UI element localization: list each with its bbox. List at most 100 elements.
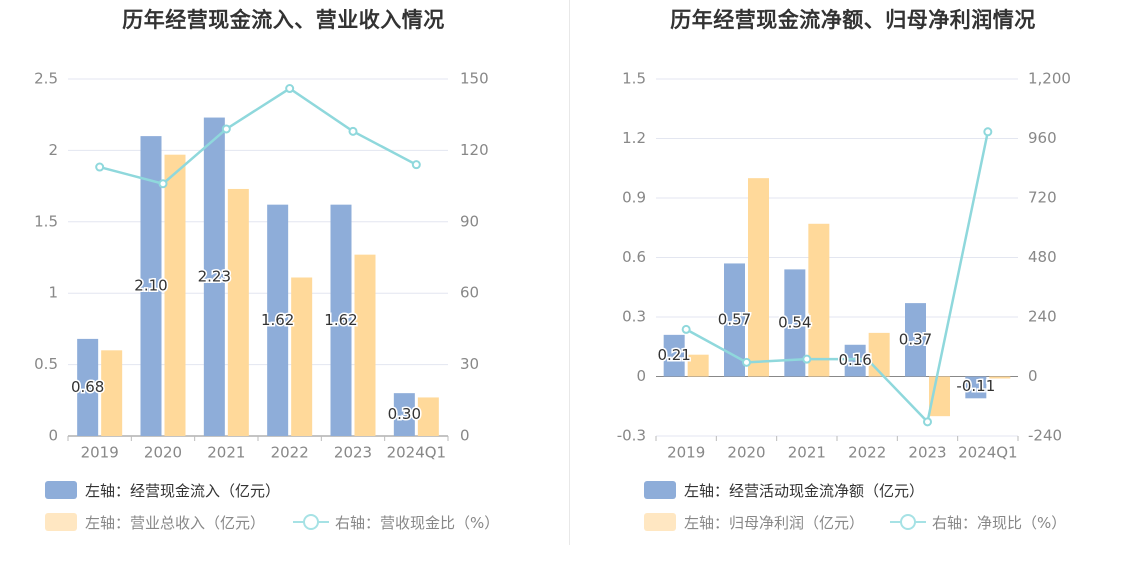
- legend-label: 左轴：归母净利润（亿元）: [684, 513, 865, 532]
- legend-swatch-line: [293, 513, 329, 531]
- bar-data-label: 0.54: [778, 313, 811, 331]
- bar-secondary: [164, 154, 186, 436]
- right-axis-tick: 1,200: [1028, 70, 1071, 88]
- right-axis-tick: 90: [460, 212, 479, 230]
- left-chart-svg: 0 0 0.5 30 1 60 1.5 90 2 120 2.5 150 2019 2020 2021 202…: [34, 70, 489, 462]
- line-point: [158, 179, 168, 189]
- left-axis-tick: 0.9: [622, 189, 646, 207]
- legend-label: 左轴：经营活动现金流净额（亿元）: [684, 481, 925, 500]
- bar-data-label: 2.10: [134, 277, 167, 295]
- right-axis-tick: 30: [460, 355, 479, 373]
- left-axis-tick: 1.5: [622, 70, 646, 88]
- line-point: [681, 324, 691, 334]
- bar-data-label: 2.23: [198, 267, 231, 285]
- right-axis-tick: 150: [460, 70, 489, 88]
- legend-label: 右轴：净现比（%）: [932, 513, 1067, 532]
- bar-secondary: [291, 277, 313, 436]
- bar-primary: [330, 204, 352, 436]
- left-axis-tick: 1.5: [34, 212, 58, 230]
- bar-primary: [784, 269, 806, 377]
- left-axis-tick: 1.2: [622, 129, 646, 147]
- right-axis-tick: 480: [1028, 248, 1057, 266]
- line-point: [862, 354, 872, 364]
- bar-secondary: [989, 376, 1011, 379]
- bar-data-label: 0.37: [899, 330, 932, 348]
- bar-secondary: [417, 397, 439, 436]
- left-axis-tick: -0.3: [617, 427, 646, 445]
- bar-data-label: 1.62: [261, 311, 294, 329]
- bar-primary: [724, 263, 745, 377]
- bar-primary: [203, 117, 225, 436]
- legend-label: 右轴：营收现金比（%）: [335, 513, 500, 532]
- right-axis-tick: 120: [460, 141, 489, 159]
- line-point: [923, 417, 932, 427]
- category-label: 2024Q1: [958, 444, 1018, 462]
- bar-primary: [77, 338, 99, 436]
- line-point: [221, 124, 231, 134]
- bar-primary: [140, 136, 162, 436]
- right-chart-title: 历年经营现金流净额、归母净利润情况: [670, 8, 1036, 32]
- right-axis-tick: 60: [460, 284, 479, 302]
- left-chart-title: 历年经营现金流入、营业收入情况: [122, 8, 445, 32]
- right-legend-line[interactable]: 右轴：净现比（%）: [890, 511, 1066, 533]
- left-axis-tick: 0.3: [622, 308, 646, 326]
- bar-data-label: 0.16: [838, 351, 871, 369]
- legend-swatch-bar1: [45, 481, 77, 499]
- left-legend-bar2[interactable]: 左轴：营业总收入（亿元）: [45, 511, 265, 533]
- category-label: 2023: [908, 444, 946, 462]
- legend-swatch-bar1: [644, 481, 676, 499]
- category-label: 2022: [271, 444, 309, 462]
- right-axis-tick: 0: [1028, 367, 1038, 385]
- right-chart-panel: 历年经营现金流净额、归母净利润情况 -0.3 -240 0 0 0.3 240 0.6 480…: [572, 0, 1134, 582]
- left-legend-line[interactable]: 右轴：营收现金比（%）: [293, 511, 499, 533]
- bar-secondary: [748, 178, 769, 377]
- right-chart-svg: -0.3 -240 0 0 0.3 240 0.6 480 0.9 720 1.2 960 1.5 1,2…: [617, 70, 1071, 462]
- bar-primary: [844, 344, 866, 377]
- category-label: 2020: [727, 444, 765, 462]
- left-legend-bar1[interactable]: 左轴：经营现金流入（亿元）: [45, 479, 280, 501]
- line-point: [742, 357, 751, 367]
- left-axis-tick: 0.5: [34, 355, 58, 373]
- bar-secondary: [227, 188, 249, 436]
- right-legend-bar2[interactable]: 左轴：归母净利润（亿元）: [644, 511, 864, 533]
- bar-secondary: [687, 354, 709, 377]
- line-point: [802, 354, 812, 364]
- category-label: 2023: [334, 444, 372, 462]
- bar-primary: [267, 204, 289, 436]
- right-axis-tick: 0: [460, 427, 470, 445]
- line-point: [411, 160, 421, 170]
- category-label: 2021: [788, 444, 826, 462]
- left-axis-tick: 1: [48, 284, 58, 302]
- panel-divider: [569, 0, 570, 545]
- right-legend-bar1[interactable]: 左轴：经营活动现金流净额（亿元）: [644, 479, 924, 501]
- right-axis-tick: 240: [1028, 308, 1057, 326]
- right-axis-tick: 960: [1028, 129, 1057, 147]
- bar-primary: [393, 393, 415, 436]
- bar-primary: [663, 334, 685, 377]
- legend-swatch-bar2: [45, 513, 77, 531]
- legend-swatch-bar2: [644, 513, 676, 531]
- legend-swatch-line: [890, 513, 926, 531]
- bar-data-label: 0.21: [657, 346, 690, 364]
- category-label: 2021: [207, 444, 245, 462]
- bar-secondary: [101, 350, 123, 436]
- left-axis-tick: 0: [636, 367, 646, 385]
- bar-data-label: 0.30: [388, 405, 421, 423]
- bar-primary: [905, 303, 926, 377]
- left-chart-panel: 历年经营现金流入、营业收入情况 0 0 0.5 30 1 60 1.5 90 2 120 2.5 15…: [34, 8, 499, 533]
- line-series: [685, 131, 990, 425]
- category-label: 2024Q1: [387, 444, 447, 462]
- bar-data-label: 0.68: [71, 378, 104, 396]
- category-label: 2022: [848, 444, 886, 462]
- line-point: [983, 127, 993, 137]
- left-axis-tick: 2.5: [34, 70, 58, 88]
- line-point: [95, 162, 105, 172]
- category-label: 2019: [81, 444, 119, 462]
- left-axis-tick: 2: [48, 141, 58, 159]
- category-label: 2019: [667, 444, 705, 462]
- legend-label: 左轴：营业总收入（亿元）: [85, 513, 266, 532]
- bar-secondary: [354, 254, 376, 436]
- bar-primary: [965, 376, 987, 399]
- bar-secondary: [808, 223, 830, 377]
- right-axis-tick: -240: [1028, 427, 1062, 445]
